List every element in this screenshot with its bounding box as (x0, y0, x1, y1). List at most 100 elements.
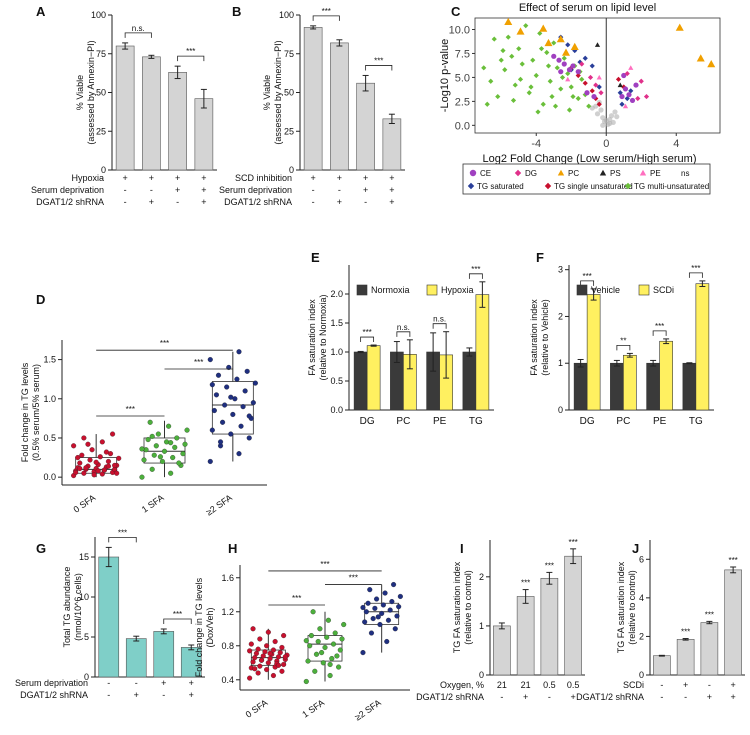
volcano-point (517, 76, 524, 82)
bar (659, 340, 673, 411)
data-point (308, 633, 314, 639)
data-point (264, 643, 270, 649)
volcano-point (566, 67, 573, 73)
y-tick-label: 2 (558, 311, 563, 321)
significance-bracket (360, 336, 375, 343)
legend-label: SCDi (653, 285, 674, 295)
y-tick-label: 2.0 (330, 289, 343, 299)
data-point (172, 444, 178, 450)
x-tick-label: 1 SFA (300, 697, 326, 719)
data-point (244, 368, 250, 374)
plot-frame (474, 17, 721, 134)
condition-label: DGAT1/2 shRNA (576, 692, 644, 702)
volcano-point (523, 23, 529, 29)
y-tick-label: 0 (558, 405, 563, 415)
y-axis-label-line: Fold change in TG levels (194, 577, 204, 677)
condition-mark: + (337, 197, 342, 207)
condition-mark: - (124, 197, 127, 207)
condition-label: SCD inhibition (235, 173, 292, 183)
data-point (114, 470, 120, 476)
volcano-point (570, 93, 576, 100)
data-point (368, 630, 375, 636)
significance-bracket-label: *** (362, 328, 371, 337)
condition-mark: + (523, 692, 528, 702)
data-point (77, 465, 83, 472)
data-point (250, 626, 256, 632)
data-point (255, 670, 261, 676)
significance-bracket-label: n.s. (433, 315, 446, 324)
y-tick-label: 1 (558, 358, 563, 368)
data-point (151, 452, 157, 458)
bar (610, 362, 624, 411)
significance-bracket (580, 280, 595, 286)
data-point (277, 650, 283, 656)
volcano-point (589, 105, 595, 111)
significance-bracket-label: *** (691, 264, 700, 273)
data-point (329, 655, 335, 662)
legend-label: PS (610, 169, 621, 178)
condition-mark: + (189, 690, 194, 700)
volcano-point (505, 34, 511, 40)
x-tick-label: PE (653, 416, 667, 427)
condition-mark: + (389, 185, 394, 195)
y-tick-label: 100 (279, 10, 294, 20)
condition-mark: + (134, 690, 139, 700)
y-tick-label: 0.8 (221, 641, 234, 651)
x-tick-label: 4 (673, 138, 679, 150)
data-point (384, 638, 390, 645)
y-tick-label: 10.0 (449, 25, 470, 37)
volcano-point (589, 63, 595, 69)
x-tick-label: DG (580, 416, 595, 427)
significance-bracket-label: *** (173, 610, 182, 619)
y-tick-label: 0 (101, 165, 106, 175)
data-point (257, 663, 263, 669)
volcano-point (504, 17, 513, 26)
volcano-point (561, 55, 567, 61)
volcano-point (593, 82, 599, 88)
y-axis-label-line: (relative to control) (627, 570, 637, 645)
data-point (149, 466, 155, 472)
volcano-point (500, 47, 506, 54)
panel-label: E (311, 250, 320, 265)
condition-mark: - (135, 678, 138, 688)
volcano-point (591, 93, 597, 100)
bar (153, 631, 175, 678)
volcano-point (562, 48, 570, 56)
significance-bracket-label: *** (118, 528, 127, 537)
y-tick-label: 0.5 (330, 376, 343, 386)
data-point (184, 427, 190, 433)
data-point (334, 653, 340, 659)
data-point (336, 664, 342, 670)
bar (653, 655, 671, 676)
y-axis-label-line: (assessed by Annexin−PI) (273, 40, 283, 144)
significance-bracket-label: *** (471, 265, 480, 274)
x-tick-label: 0 SFA (71, 492, 97, 514)
legend-label: PC (568, 169, 579, 178)
volcano-point (551, 40, 557, 46)
significance-bracket-label: *** (186, 47, 195, 56)
y-tick-label: 75 (284, 49, 294, 59)
data-point (270, 672, 276, 679)
volcano-point (552, 103, 559, 109)
data-point (246, 413, 252, 419)
significance-bracket-label: *** (374, 56, 383, 65)
data-point (139, 474, 145, 480)
data-point (155, 431, 161, 437)
y-axis-label: % Viable (assessed by Annexin−PI) (75, 40, 96, 144)
volcano-point (579, 76, 585, 82)
volcano-point (626, 92, 632, 98)
volcano-point (594, 111, 601, 117)
panel-label: B (232, 4, 241, 19)
data-point (110, 431, 116, 437)
data-point (267, 655, 273, 662)
volcano-point (619, 101, 625, 107)
x-tick-label: PE (433, 416, 447, 427)
legend-marker (599, 169, 607, 176)
data-point (260, 653, 266, 659)
volcano-point (570, 42, 579, 50)
x-tick-label: TG (689, 416, 703, 427)
volcano-point (675, 23, 684, 31)
data-point (83, 465, 89, 471)
volcano-point (582, 80, 588, 86)
bar (356, 82, 375, 171)
